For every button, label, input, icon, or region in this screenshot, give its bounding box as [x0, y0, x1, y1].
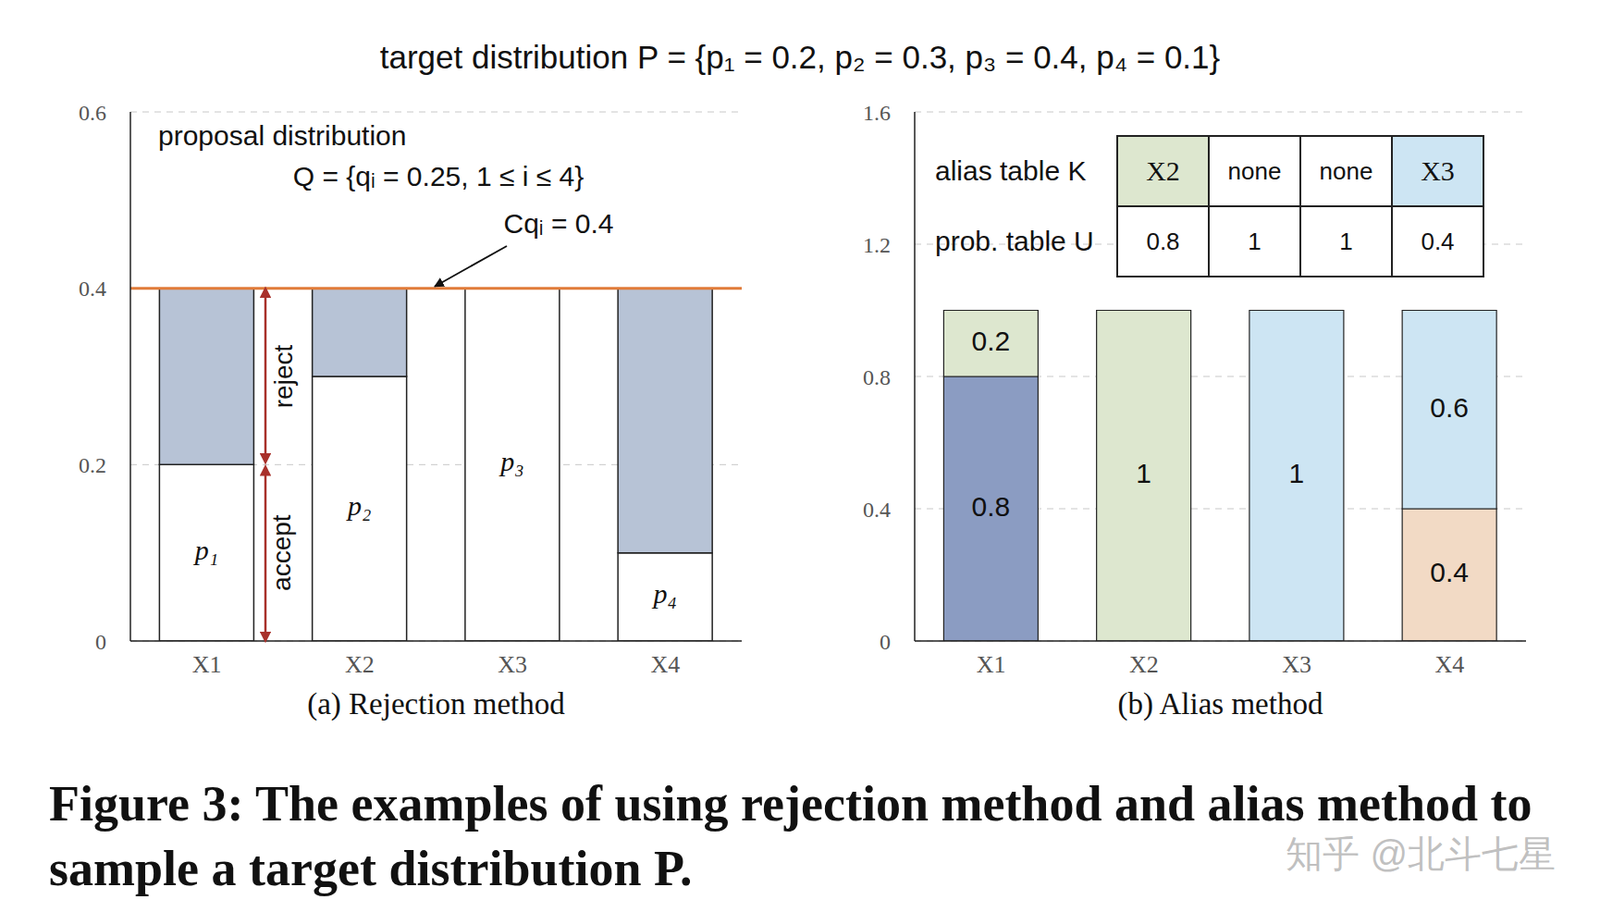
- html-text:1: 1: [1339, 227, 1353, 255]
- html-text:alias table K: alias table K: [935, 155, 1087, 186]
- svg-text:X1: X1: [192, 651, 222, 678]
- html-text:0.4: 0.4: [1420, 227, 1455, 255]
- svg-text:X1: X1: [976, 651, 1007, 678]
- svg-text:p₁: p₁: [193, 534, 219, 566]
- html-text:none: none: [1319, 156, 1373, 185]
- svg-text:0.8: 0.8: [972, 491, 1011, 522]
- svg-text:0.2: 0.2: [78, 453, 107, 478]
- html-text:X2: X2: [1146, 155, 1180, 186]
- svg-text:X2: X2: [1129, 651, 1159, 678]
- svg-text:X3: X3: [497, 651, 528, 678]
- svg-text:p₃: p₃: [498, 445, 524, 477]
- svg-text:X3: X3: [1281, 651, 1312, 678]
- svg-text:1: 1: [1289, 457, 1305, 489]
- html-text:1: 1: [1247, 227, 1262, 255]
- svg-text:X2: X2: [344, 651, 375, 678]
- svg-text:0.6: 0.6: [78, 100, 107, 125]
- svg-text:reject: reject: [269, 344, 298, 409]
- svg-text:accept: accept: [267, 514, 296, 591]
- svg-text:0.6: 0.6: [1429, 392, 1469, 423]
- html-text:X3: X3: [1420, 155, 1455, 186]
- svg-text:Cqᵢ = 0.4: Cqᵢ = 0.4: [504, 208, 615, 239]
- html-text:Q = {qᵢ = 0.25, 1 ≤ i ≤ 4}: Q = {qᵢ = 0.25, 1 ≤ i ≤ 4}: [292, 160, 584, 192]
- svg-text:X4: X4: [650, 651, 680, 678]
- svg-text:0: 0: [879, 629, 891, 654]
- svg-text:1: 1: [1135, 457, 1152, 489]
- svg-text:p₄: p₄: [651, 578, 677, 609]
- html-text:Figure 3: The examples of usin: Figure 3: The examples of using rejectio…: [49, 775, 1533, 897]
- html-text:0.8: 0.8: [1146, 227, 1180, 255]
- html-text:知乎 @北斗七星: 知乎 @北斗七星: [1285, 833, 1556, 874]
- svg-text:X4: X4: [1434, 651, 1465, 678]
- html-text:target distribution P = {p₁ =: target distribution P = {p₁ = 0.2, p₂ = …: [379, 38, 1221, 75]
- svg-text:p₂: p₂: [345, 490, 371, 521]
- svg-text:0.4: 0.4: [862, 497, 891, 522]
- svg-text:0.4: 0.4: [78, 276, 107, 301]
- html-text:proposal distribution: proposal distribution: [158, 120, 407, 151]
- svg-text:0.8: 0.8: [862, 365, 891, 390]
- svg-text:1.6: 1.6: [862, 100, 891, 125]
- html-text:prob. table U: prob. table U: [935, 225, 1094, 257]
- html-text:(a) Rejection method: (a) Rejection method: [307, 687, 565, 721]
- html-text:none: none: [1227, 156, 1282, 185]
- html-text:(b) Alias method: (b) Alias method: [1117, 687, 1323, 721]
- svg-text:1.2: 1.2: [862, 233, 891, 258]
- svg-text:0.4: 0.4: [1429, 556, 1469, 588]
- svg-text:0.2: 0.2: [972, 325, 1011, 357]
- svg-text:0: 0: [95, 629, 107, 654]
